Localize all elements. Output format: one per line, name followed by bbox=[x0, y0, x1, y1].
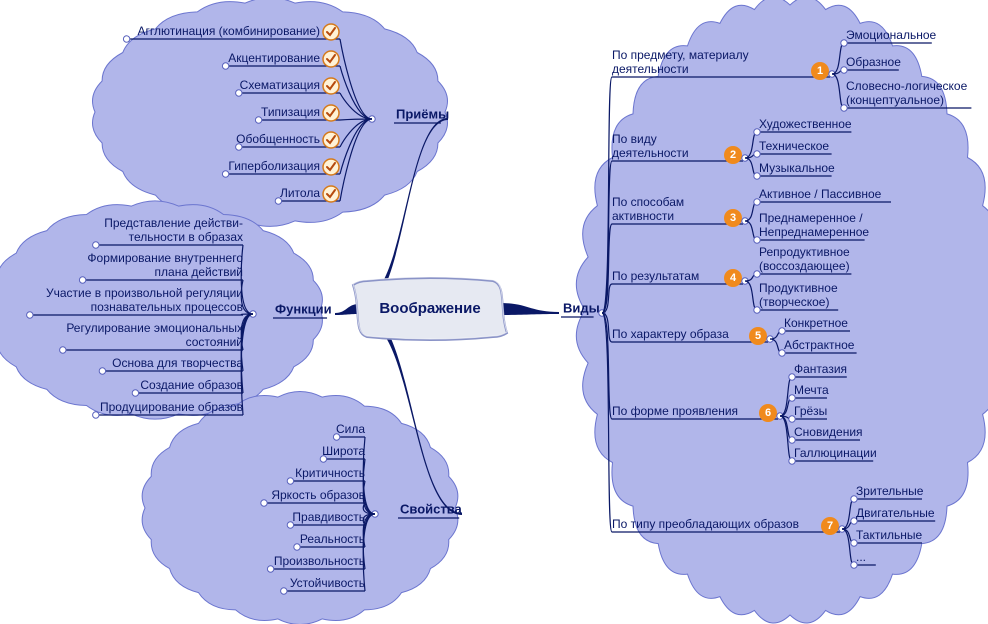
leaf-label: Двигательные bbox=[856, 506, 935, 520]
node-connector-dot bbox=[93, 412, 99, 418]
node-connector-dot bbox=[123, 36, 129, 42]
trunk-vidy bbox=[499, 303, 559, 315]
branch-title-vidy: Виды bbox=[563, 300, 600, 315]
leaf-label: Гиперболизация bbox=[228, 159, 320, 173]
leaf-label: Основа для творчества bbox=[112, 356, 243, 370]
leaf-label: (творческое) bbox=[759, 295, 829, 309]
leaf-label: Преднамеренное / bbox=[759, 211, 863, 225]
leaf-label: Регулирование эмоциональных bbox=[66, 321, 243, 335]
leaf-label: Агглютинация (комбинирование) bbox=[138, 24, 320, 38]
number-badge-text: 7 bbox=[827, 520, 833, 532]
leaf-label: познавательных процессов bbox=[91, 300, 243, 314]
leaf-label: (концептуальное) bbox=[846, 93, 944, 107]
leaf-label: Словесно-логическое bbox=[846, 79, 968, 93]
leaf-label: Репродуктивное bbox=[759, 245, 850, 259]
node-connector-dot bbox=[281, 588, 287, 594]
leaf-label: Тактильные bbox=[856, 528, 923, 542]
leaf-label: Продуцирование образов bbox=[100, 400, 243, 414]
center-label: Воображение bbox=[379, 300, 480, 317]
leaf-label: Зрительные bbox=[856, 484, 924, 498]
number-badge-text: 1 bbox=[817, 65, 823, 77]
leaf-label: Создание образов bbox=[140, 378, 243, 392]
leaf-label: Эмоциональное bbox=[846, 28, 937, 42]
node-connector-dot bbox=[267, 566, 273, 572]
leaf-label: Конкретное bbox=[784, 316, 848, 330]
leaf-label: Образное bbox=[846, 55, 901, 69]
group-label: деятельности bbox=[612, 146, 689, 160]
branch-title-funkcii: Функции bbox=[275, 301, 332, 316]
leaf-label: Произвольность bbox=[274, 554, 365, 568]
trunk-funkcii bbox=[335, 304, 359, 315]
leaf-label: Музыкальное bbox=[759, 161, 835, 175]
group-label: По форме проявления bbox=[612, 404, 738, 418]
number-badge-text: 6 bbox=[765, 407, 771, 419]
leaf-label: Активное / Пассивное bbox=[759, 187, 882, 201]
node-connector-dot bbox=[287, 478, 293, 484]
leaf-label: Сновидения bbox=[794, 425, 863, 439]
group-label: По способам bbox=[612, 195, 684, 209]
leaf-label: Акцентирование bbox=[228, 51, 320, 65]
leaf-label: (воссоздающее) bbox=[759, 259, 850, 273]
group-label: По предмету, материалу bbox=[612, 48, 749, 62]
leaf-label: Абстрактное bbox=[784, 338, 855, 352]
leaf-label: Непреднамеренное bbox=[759, 225, 869, 239]
group-label: деятельности bbox=[612, 62, 689, 76]
node-connector-dot bbox=[27, 312, 33, 318]
leaf-label: Фантазия bbox=[794, 362, 847, 376]
leaf-label: Схематизация bbox=[240, 78, 320, 92]
node-connector-dot bbox=[99, 368, 105, 374]
group-label: По характеру образа bbox=[612, 327, 729, 341]
leaf-label: Правдивость bbox=[292, 510, 365, 524]
leaf-label: Широта bbox=[322, 444, 365, 458]
node-connector-dot bbox=[261, 500, 267, 506]
leaf-label: Типизация bbox=[261, 105, 320, 119]
group-label: По типу преобладающих образов bbox=[612, 517, 799, 531]
number-badge-text: 2 bbox=[730, 149, 736, 161]
leaf-label: Продуктивное bbox=[759, 281, 838, 295]
leaf-label: плана действий bbox=[155, 265, 243, 279]
leaf-label: Мечта bbox=[794, 383, 829, 397]
group-label: По виду bbox=[612, 132, 657, 146]
leaf-label: Грёзы bbox=[794, 404, 827, 418]
number-badge-text: 3 bbox=[730, 212, 736, 224]
leaf-label: Устойчивость bbox=[290, 576, 365, 590]
leaf-label: Техническое bbox=[759, 139, 829, 153]
leaf-label: Художественное bbox=[759, 117, 852, 131]
node-connector-dot bbox=[132, 390, 138, 396]
number-badge-text: 5 bbox=[755, 330, 761, 342]
leaf-label: Литола bbox=[280, 186, 320, 200]
leaf-label: Яркость образов bbox=[271, 488, 365, 502]
leaf-label: Участие в произвольной регуляции bbox=[46, 286, 243, 300]
group-label: активности bbox=[612, 209, 674, 223]
mindmap-canvas: Приёмы Агглютинация (комбинирование) Акцен… bbox=[0, 0, 988, 624]
node-connector-dot bbox=[60, 347, 66, 353]
leaf-label: Формирование внутреннего bbox=[87, 251, 243, 265]
branch-title-priemy: Приёмы bbox=[396, 106, 449, 121]
leaf-label: тельности в образах bbox=[129, 230, 243, 244]
branch-title-svoistva: Свойства bbox=[400, 501, 463, 516]
node-connector-dot bbox=[93, 242, 99, 248]
group-label: По результатам bbox=[612, 269, 699, 283]
leaf-label: Реальность bbox=[300, 532, 365, 546]
leaf-label: Представление действи- bbox=[104, 216, 243, 230]
leaf-label: Галлюцинации bbox=[794, 446, 877, 460]
leaf-label: Сила bbox=[336, 422, 365, 436]
number-badge-text: 4 bbox=[730, 272, 737, 284]
leaf-label: Обобщенность bbox=[236, 132, 320, 146]
leaf-label: ... bbox=[856, 550, 866, 564]
node-connector-dot bbox=[79, 277, 85, 283]
leaf-label: Критичность bbox=[295, 466, 365, 480]
leaf-label: состояний bbox=[186, 335, 243, 349]
